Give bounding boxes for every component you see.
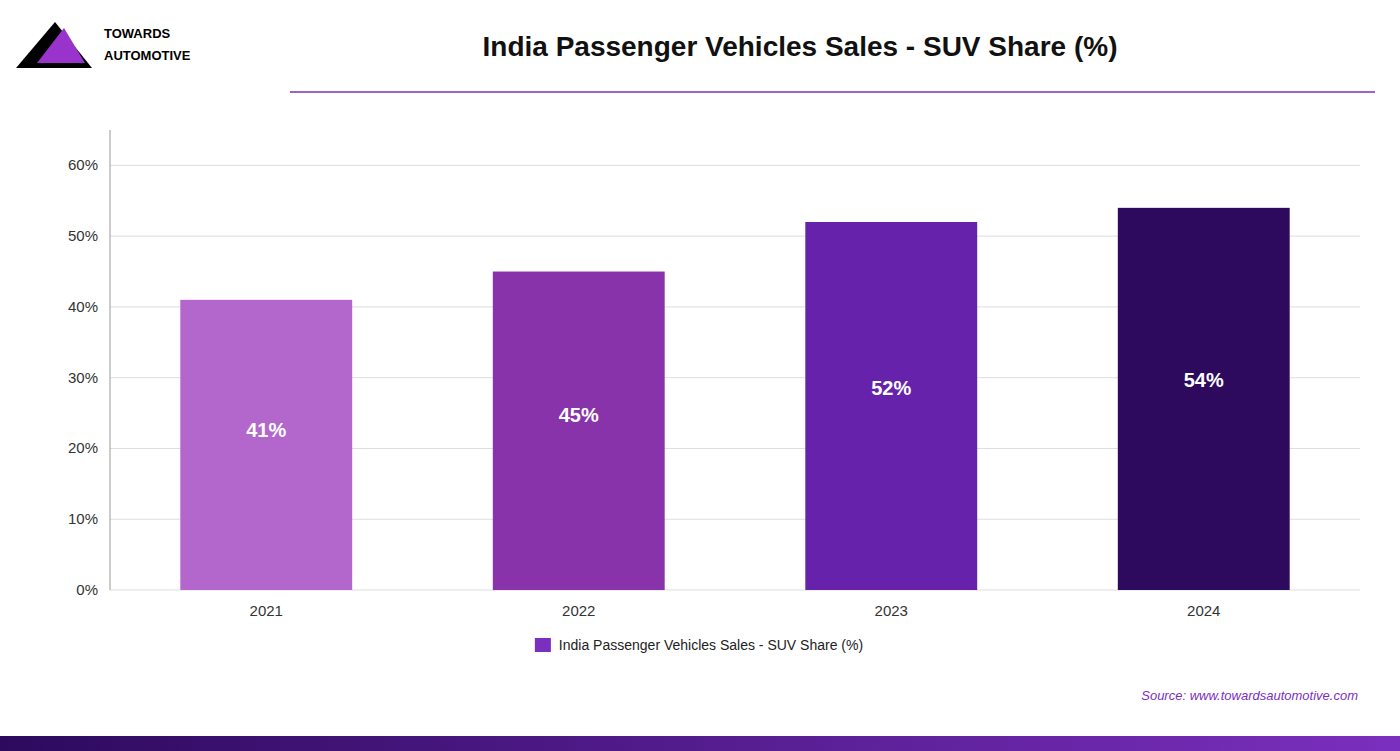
- legend-swatch: [535, 638, 551, 652]
- logo-text: TOWARDS: [104, 26, 171, 41]
- decoration: [290, 91, 1375, 93]
- bars: [180, 208, 1289, 590]
- x-tick-label: 2022: [562, 602, 595, 619]
- bar: [493, 272, 665, 590]
- grid: [110, 165, 1360, 590]
- legend: India Passenger Vehicles Sales - SUV Sha…: [535, 637, 863, 653]
- legend-label: India Passenger Vehicles Sales - SUV Sha…: [559, 637, 863, 653]
- y-tick-label: 0%: [76, 581, 98, 598]
- y-tick-label: 10%: [68, 510, 98, 527]
- y-tick-label: 20%: [68, 439, 98, 456]
- data-label: 52%: [871, 377, 911, 399]
- y-axis-line: [110, 130, 111, 590]
- x-tick-label: 2023: [875, 602, 908, 619]
- data-label: 45%: [559, 404, 599, 426]
- bar: [805, 222, 977, 590]
- logo-shape: [16, 22, 92, 68]
- logo: TOWARDS AUTOMOTIVE: [16, 22, 191, 68]
- y-tick-label: 50%: [68, 227, 98, 244]
- bar: [180, 300, 352, 590]
- title: India Passenger Vehicles Sales - SUV Sha…: [483, 31, 1118, 62]
- bottom-bar: [0, 736, 1400, 751]
- bar: [1118, 208, 1290, 590]
- y-tick-label: 40%: [68, 298, 98, 315]
- data-label: 41%: [246, 419, 286, 441]
- x-tick-label: 2024: [1187, 602, 1220, 619]
- y-tick-label: 60%: [68, 156, 98, 173]
- grid-line: [110, 165, 1360, 166]
- chart: TOWARDS AUTOMOTIVE India Passenger Vehicle…: [0, 0, 1400, 751]
- logo-shape: [37, 28, 85, 63]
- x-tick-label: 2021: [250, 602, 283, 619]
- source: Source: www.towardsautomotive.com: [1141, 688, 1358, 703]
- y-tick-label: 30%: [68, 369, 98, 386]
- logo-text: AUTOMOTIVE: [104, 48, 191, 63]
- data-label: 54%: [1184, 369, 1224, 391]
